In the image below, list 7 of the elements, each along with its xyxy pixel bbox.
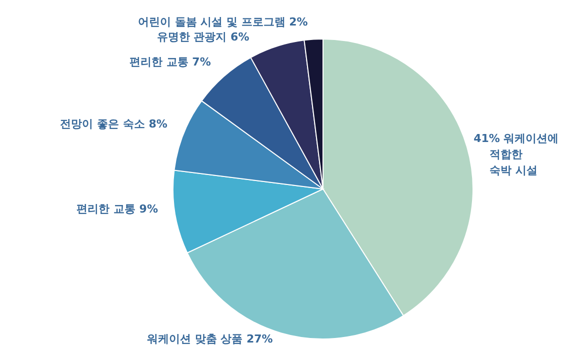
slice-label: 워케이션 맞춤 상품 27% <box>146 332 273 346</box>
slice-label: 어린이 돌봄 시설 및 프로그램 2% <box>138 15 308 28</box>
slice-label: 전망이 좋은 숙소 8% <box>60 117 168 130</box>
slice-label: 편리한 교통 9% <box>76 202 158 216</box>
slice-label: 41% 워케이션에 적합한 숙박 시설 <box>474 132 559 177</box>
slice-label: 편리한 교통 7% <box>130 55 211 68</box>
slice-label: 유명한 관광지 6% <box>156 30 250 44</box>
